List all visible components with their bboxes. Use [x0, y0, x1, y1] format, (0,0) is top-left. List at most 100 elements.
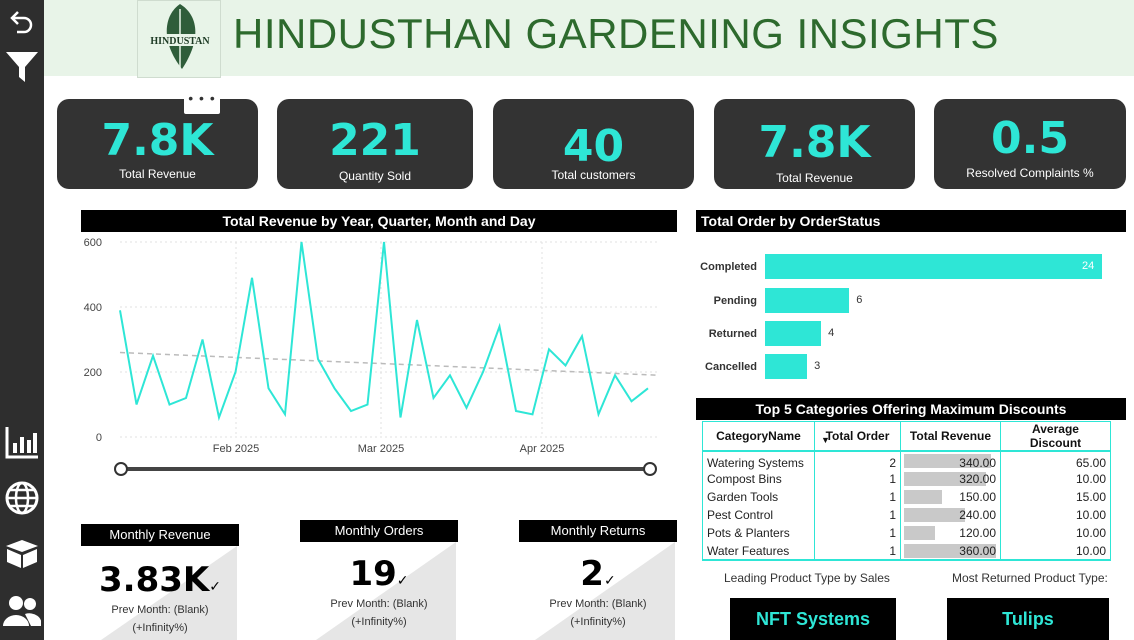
bar-pending[interactable]	[765, 288, 850, 313]
svg-text:HINDUSTAN: HINDUSTAN	[150, 36, 210, 47]
leading-product-value[interactable]: NFT Systems	[730, 598, 896, 640]
discounts-title: Top 5 Categories Offering Maximum Discou…	[696, 398, 1126, 420]
prev-month-text: Prev Month: (Blank)	[549, 598, 647, 610]
kpi-value: 7.8K	[758, 117, 871, 168]
line-chart-title: Total Revenue by Year, Quarter, Month an…	[81, 210, 677, 232]
total-order-cell: 2	[814, 451, 901, 470]
bar-chart-icon[interactable]	[0, 424, 44, 460]
kpi-label: Total Revenue	[776, 171, 853, 185]
y-tick-label: 400	[84, 302, 102, 314]
monthly-revenue-header: Monthly Revenue	[81, 524, 239, 546]
revenue-value: 320.00	[959, 472, 996, 486]
bar-value-label: 6	[856, 294, 863, 306]
kpi-value: 40	[562, 121, 625, 172]
box-icon[interactable]	[0, 538, 44, 570]
change-text: (+Infinity%)	[570, 616, 626, 628]
col-header-average-discount[interactable]: Average Discount	[1000, 421, 1111, 452]
table-row[interactable]: Pest Control 1 240.00 10.00	[702, 506, 1111, 524]
date-range-slider[interactable]	[110, 458, 665, 480]
total-revenue-cell: 150.00	[900, 488, 1001, 506]
revenue-value: 240.00	[959, 508, 996, 522]
kpi-quantity-sold[interactable]: 221 Quantity Sold	[277, 99, 473, 189]
revenue-value: 120.00	[959, 526, 996, 540]
total-revenue-cell: 340.00	[900, 451, 1001, 470]
col-header-category[interactable]: CategoryName	[702, 421, 815, 452]
total-order-cell: 1	[814, 524, 901, 542]
bar-value-label: 4	[828, 327, 835, 339]
slider-handle-end[interactable]	[643, 462, 657, 476]
kpi-total-customers[interactable]: 40 Total customers	[493, 99, 694, 189]
x-tick-label: Apr 2025	[520, 443, 565, 455]
kpi-value: 0.5	[991, 113, 1069, 164]
monthly-orders-card[interactable]: 19✓ Prev Month: (Blank) (+Infinity%)	[300, 542, 458, 640]
revenue-value: 360.00	[959, 543, 996, 558]
revenue-data-bar	[904, 454, 991, 468]
change-text: (+Infinity%)	[132, 622, 188, 634]
table-row[interactable]: Pots & Planters 1 120.00 10.00	[702, 524, 1111, 542]
bar-completed[interactable]	[765, 254, 1102, 279]
kpi-total-revenue-2[interactable]: 7.8K Total Revenue	[714, 99, 915, 189]
filter-icon[interactable]	[0, 48, 44, 84]
prev-month-text: Prev Month: (Blank)	[330, 598, 428, 610]
kpi-label: Resolved Complaints %	[966, 166, 1094, 180]
x-tick-label: Mar 2025	[358, 443, 404, 455]
revenue-data-bar	[904, 526, 935, 540]
revenue-data-bar	[904, 472, 986, 486]
revenue-series-line	[119, 241, 649, 422]
revenue-line-chart[interactable]: 600 400 200 0 Feb 2025 Mar 2025 Apr 2025	[78, 232, 668, 462]
monthly-returns-card[interactable]: 2✓ Prev Month: (Blank) (+Infinity%)	[519, 542, 677, 640]
check-icon: ✓	[603, 573, 616, 589]
monthly-revenue-value: 3.83K✓	[99, 560, 221, 600]
order-status-title: Total Order by OrderStatus	[696, 210, 1126, 232]
average-discount-cell: 10.00	[1000, 542, 1111, 561]
col-header-total-order[interactable]: ▼ Total Order	[814, 421, 901, 452]
globe-icon[interactable]	[0, 480, 44, 516]
kpi-label: Total Revenue	[119, 167, 196, 181]
revenue-value: 340.00	[959, 456, 996, 470]
slider-handle-start[interactable]	[114, 462, 128, 476]
monthly-returns-value: 2✓	[580, 554, 616, 594]
check-icon: ✓	[396, 573, 409, 589]
returned-product-value[interactable]: Tulips	[947, 598, 1109, 640]
kpi-label: Quantity Sold	[338, 169, 412, 183]
total-revenue-cell: 120.00	[900, 524, 1001, 542]
table-row[interactable]: Garden Tools 1 150.00 15.00	[702, 488, 1111, 506]
category-cell: Watering Systems	[702, 451, 815, 470]
bar-returned[interactable]	[765, 321, 822, 346]
monthly-orders-value: 19✓	[349, 554, 409, 594]
category-cell: Garden Tools	[702, 488, 815, 506]
bar-cancelled[interactable]	[765, 354, 808, 379]
total-order-cell: 1	[814, 470, 901, 488]
kpi-value: 7.8K	[101, 115, 214, 166]
table-row[interactable]: Water Features 1 360.00 10.00	[702, 542, 1111, 561]
bar-value-label: 3	[814, 360, 821, 372]
returned-product-label: Most Returned Product Type:	[952, 571, 1108, 585]
kpi-value: 221	[329, 115, 421, 166]
monthly-orders-header: Monthly Orders	[300, 520, 458, 542]
discounts-table: CategoryName ▼ Total Order Total Revenue…	[702, 421, 1111, 561]
kpi-resolved-complaints[interactable]: 0.5 Resolved Complaints %	[934, 99, 1126, 189]
table-row[interactable]: Compost Bins 1 320.00 10.00	[702, 470, 1111, 488]
more-options-button[interactable]: • • •	[184, 91, 220, 114]
change-text: (+Infinity%)	[351, 616, 407, 628]
y-tick-label: 600	[84, 237, 102, 249]
users-icon[interactable]	[0, 594, 44, 628]
bar-category-label: Cancelled	[705, 361, 757, 373]
revenue-data-bar	[904, 508, 966, 522]
col-header-total-revenue[interactable]: Total Revenue	[900, 421, 1001, 452]
monthly-revenue-card[interactable]: 3.83K✓ Prev Month: (Blank) (+Infinity%)	[81, 546, 239, 640]
category-cell: Compost Bins	[702, 470, 815, 488]
bar-value-label: 24	[1082, 260, 1095, 272]
kpi-label: Total customers	[551, 168, 636, 182]
bar-category-label: Pending	[713, 295, 757, 307]
back-icon[interactable]	[0, 8, 44, 34]
kpi-total-revenue[interactable]: 7.8K Total Revenue	[57, 99, 258, 189]
check-icon: ✓	[209, 579, 221, 595]
average-discount-cell: 10.00	[1000, 470, 1111, 488]
page-title: HINDUSTHAN GARDENING INSIGHTS	[233, 10, 999, 57]
table-row[interactable]: Watering Systems 2 340.00 65.00	[702, 451, 1111, 470]
leading-product-label: Leading Product Type by Sales	[724, 571, 890, 585]
revenue-data-bar	[904, 490, 943, 504]
y-tick-label: 200	[84, 367, 102, 379]
total-order-cell: 1	[814, 488, 901, 506]
